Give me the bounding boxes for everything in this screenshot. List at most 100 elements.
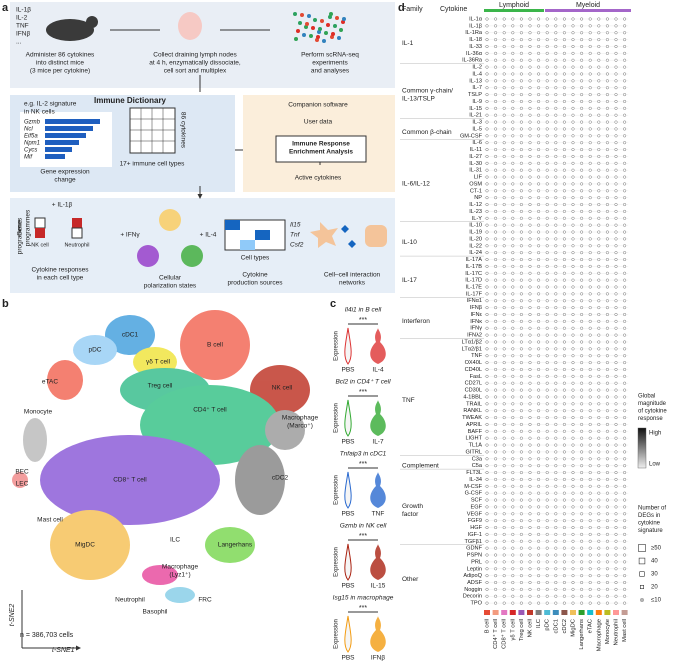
heatmap-cell [545,292,549,296]
heatmap-cell [511,457,515,461]
heatmap-cell [519,436,523,440]
heatmap-cell [494,196,498,200]
label: IFNβ [371,655,385,662]
heatmap-cell [580,306,584,310]
heatmap-cell [580,93,584,97]
heatmap-cell [554,553,558,557]
deg-size-key [638,557,646,565]
heatmap-cell [528,340,532,344]
heatmap-cell [511,574,515,578]
heatmap-cell [502,278,506,282]
heatmap-cell [502,354,506,358]
cytokine-label: IL-3 [472,120,482,126]
heatmap-cell [614,560,618,564]
heatmap-cell [614,581,618,585]
cluster-dot [320,19,324,23]
heatmap-cell [494,154,498,158]
heatmap-cell [519,567,523,571]
heatmap-cell [485,422,489,426]
heatmap-cell [562,436,566,440]
heatmap-cell [605,409,609,413]
heatmap-cell [554,560,558,564]
heatmap-cell [537,196,541,200]
cluster-label: Macrophage [162,564,199,571]
heatmap-cell [502,532,506,536]
heatmap-cell [614,567,618,571]
heatmap-cell [571,168,575,172]
heatmap-cell [571,560,575,564]
heatmap-cell [571,512,575,516]
cell-type-swatch [509,610,516,615]
heatmap-cell [545,347,549,351]
heatmap-cell [588,594,592,598]
heatmap-cell [580,374,584,378]
heatmap-cell [519,79,523,83]
heatmap-cell [494,457,498,461]
heatmap-cell [614,216,618,220]
heatmap-cell [588,216,592,220]
cell-type-swatch [587,610,594,615]
heatmap-cell [485,141,489,145]
heatmap-cell [597,285,601,289]
heatmap-cell [571,141,575,145]
label: DEGs in [638,513,660,519]
label: IL-15 [371,583,386,590]
heatmap-cell [537,477,541,481]
heatmap-cell [623,58,627,62]
heatmap-cell [528,526,532,530]
heatmap-cell [545,367,549,371]
heatmap-cell [554,24,558,28]
heatmap-cell [623,127,627,131]
heatmap-cell [502,429,506,433]
heatmap-cell [554,477,558,481]
heatmap-cell [494,148,498,152]
heatmap-cell [623,44,627,48]
label: IL-4 [372,367,384,374]
heatmap-cell [580,574,584,578]
heatmap-cell [494,567,498,571]
heatmap-cell [537,44,541,48]
heatmap-cell [571,477,575,481]
heatmap-cell [562,113,566,117]
heatmap-cell [580,120,584,124]
heatmap-cell [614,395,618,399]
heatmap-cell [519,24,523,28]
heatmap-cell [485,409,489,413]
heatmap-cell [588,79,592,83]
heatmap-cell [605,333,609,337]
label: TNF [16,23,29,30]
heatmap-cell [485,388,489,392]
heatmap-cell [605,347,609,351]
label: PBS [341,439,355,446]
heatmap-cell [554,381,558,385]
heatmap-cell [554,374,558,378]
heatmap-cell [580,141,584,145]
heatmap-cell [537,436,541,440]
cluster-label: LEC [16,481,29,488]
heatmap-cell [605,574,609,578]
heatmap-cell [623,203,627,207]
heatmap-cell [554,79,558,83]
heatmap-cell [511,594,515,598]
label: Eif5a [24,134,38,140]
label: Immune Dictionary [94,96,167,105]
heatmap-cell [588,292,592,296]
cluster-label: NK cell [272,385,293,392]
label: 17+ immune cell types [120,161,186,168]
family-label: IL-10 [402,239,417,246]
heatmap-cell [537,182,541,186]
cluster-label: eTAC [42,379,58,386]
family-label: Growth [402,503,423,510]
heatmap-cell [623,539,627,543]
heatmap-cell [605,354,609,358]
heatmap-cell [485,230,489,234]
cluster-dot [337,36,341,40]
cytokine-label: LTα1/β2 [462,339,482,345]
heatmap-cell [485,154,489,158]
heatmap-cell [545,539,549,543]
heatmap-cell [623,292,627,296]
heatmap-cell [588,395,592,399]
heatmap-cell [571,409,575,413]
heatmap-cell [605,464,609,468]
heatmap-cell [545,354,549,358]
